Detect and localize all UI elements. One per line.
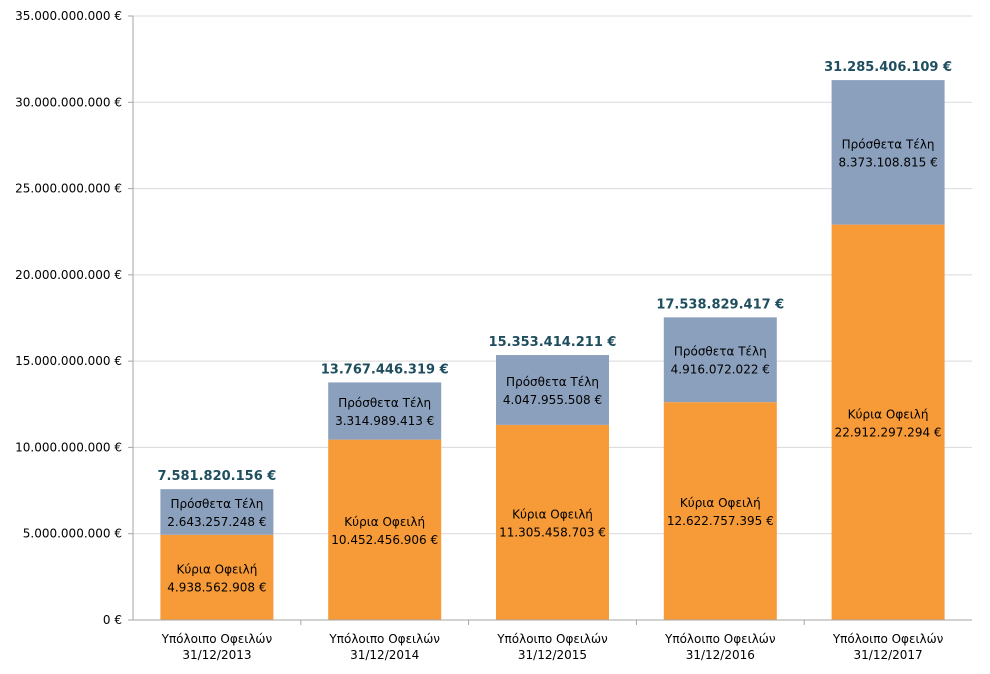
x-category-label-line2: 31/12/2017 xyxy=(854,648,923,662)
x-category-label-line1: Υπόλοιπο Οφειλών xyxy=(664,632,776,646)
segment-value-label: 4.047.955.508 € xyxy=(503,393,602,407)
y-tick-label: 0 € xyxy=(103,613,122,627)
x-category-label-line2: 31/12/2013 xyxy=(182,648,251,662)
y-tick-label: 35.000.000.000 € xyxy=(15,9,122,23)
y-tick-label: 20.000.000.000 € xyxy=(15,268,122,282)
segment-name-label: Πρόσθετα Τέλη xyxy=(674,345,767,359)
y-tick-label: 25.000.000.000 € xyxy=(15,182,122,196)
y-axis-ticks: 0 € 5.000.000.000 € 10.000.000.000 € 15.000… xyxy=(15,9,133,627)
y-tick-label: 15.000.000.000 € xyxy=(15,354,122,368)
bars xyxy=(160,80,945,620)
segment-value-label: 4.938.562.908 € xyxy=(167,580,266,594)
x-category-label-line1: Υπόλοιπο Οφειλών xyxy=(328,632,440,646)
bar-segment xyxy=(160,489,274,535)
segment-value-label: 3.314.989.413 € xyxy=(335,414,434,428)
bar-segment xyxy=(663,402,777,620)
segment-name-label: Πρόσθετα Τέλη xyxy=(842,137,935,151)
segment-labels: Κύρια Οφειλή 4.938.562.908 € Πρόσθετα Τέλη… xyxy=(167,137,941,594)
segment-value-label: 8.373.108.815 € xyxy=(838,155,937,169)
x-category-label-line2: 31/12/2014 xyxy=(350,648,419,662)
x-category-label-line2: 31/12/2016 xyxy=(686,648,755,662)
total-label: 7.581.820.156 € xyxy=(157,469,276,484)
total-label: 13.767.446.319 € xyxy=(321,362,449,377)
segment-name-label: Κύρια Οφειλή xyxy=(512,507,593,521)
segment-name-label: Πρόσθετα Τέλη xyxy=(170,497,263,511)
segment-name-label: Κύρια Οφειλή xyxy=(344,515,425,529)
bar-segment xyxy=(831,80,945,225)
bar-segment xyxy=(328,439,442,620)
x-axis-categories: Υπόλοιπο Οφειλών 31/12/2013 Υπόλοιπο Οφειλ… xyxy=(161,620,944,662)
segment-value-label: 12.622.757.395 € xyxy=(667,514,774,528)
segment-name-label: Κύρια Οφειλή xyxy=(848,407,929,421)
segment-name-label: Πρόσθετα Τέλη xyxy=(338,396,431,410)
segment-name-label: Κύρια Οφειλή xyxy=(680,496,761,510)
total-label: 15.353.414.211 € xyxy=(489,335,617,350)
x-category-label-line1: Υπόλοιπο Οφειλών xyxy=(832,632,944,646)
total-label: 31.285.406.109 € xyxy=(824,60,952,75)
total-labels: 7.581.820.156 € 13.767.446.319 € 15.353.41… xyxy=(157,60,952,484)
total-label: 17.538.829.417 € xyxy=(656,297,784,312)
bar-segment xyxy=(496,424,609,620)
y-tick-label: 5.000.000.000 € xyxy=(23,527,122,541)
x-category-label-line1: Υπόλοιπο Οφειλών xyxy=(496,632,608,646)
segment-value-label: 2.643.257.248 € xyxy=(167,515,266,529)
y-tick-label: 30.000.000.000 € xyxy=(15,95,122,109)
x-category-label-line1: Υπόλοιπο Οφειλών xyxy=(161,632,273,646)
bar-segment xyxy=(160,534,274,620)
bar-segment xyxy=(328,382,442,440)
y-tick-label: 10.000.000.000 € xyxy=(15,440,122,454)
segment-value-label: 4.916.072.022 € xyxy=(671,363,770,377)
x-category-label-line2: 31/12/2015 xyxy=(518,648,587,662)
segment-name-label: Πρόσθετα Τέλη xyxy=(506,375,599,389)
bar-segment xyxy=(496,355,609,425)
segment-value-label: 11.305.458.703 € xyxy=(499,525,606,539)
segment-value-label: 22.912.297.294 € xyxy=(835,425,942,439)
segment-value-label: 10.452.456.906 € xyxy=(331,533,438,547)
bar-segment xyxy=(831,224,945,620)
bar-segment xyxy=(663,317,777,403)
segment-name-label: Κύρια Οφειλή xyxy=(176,562,257,576)
